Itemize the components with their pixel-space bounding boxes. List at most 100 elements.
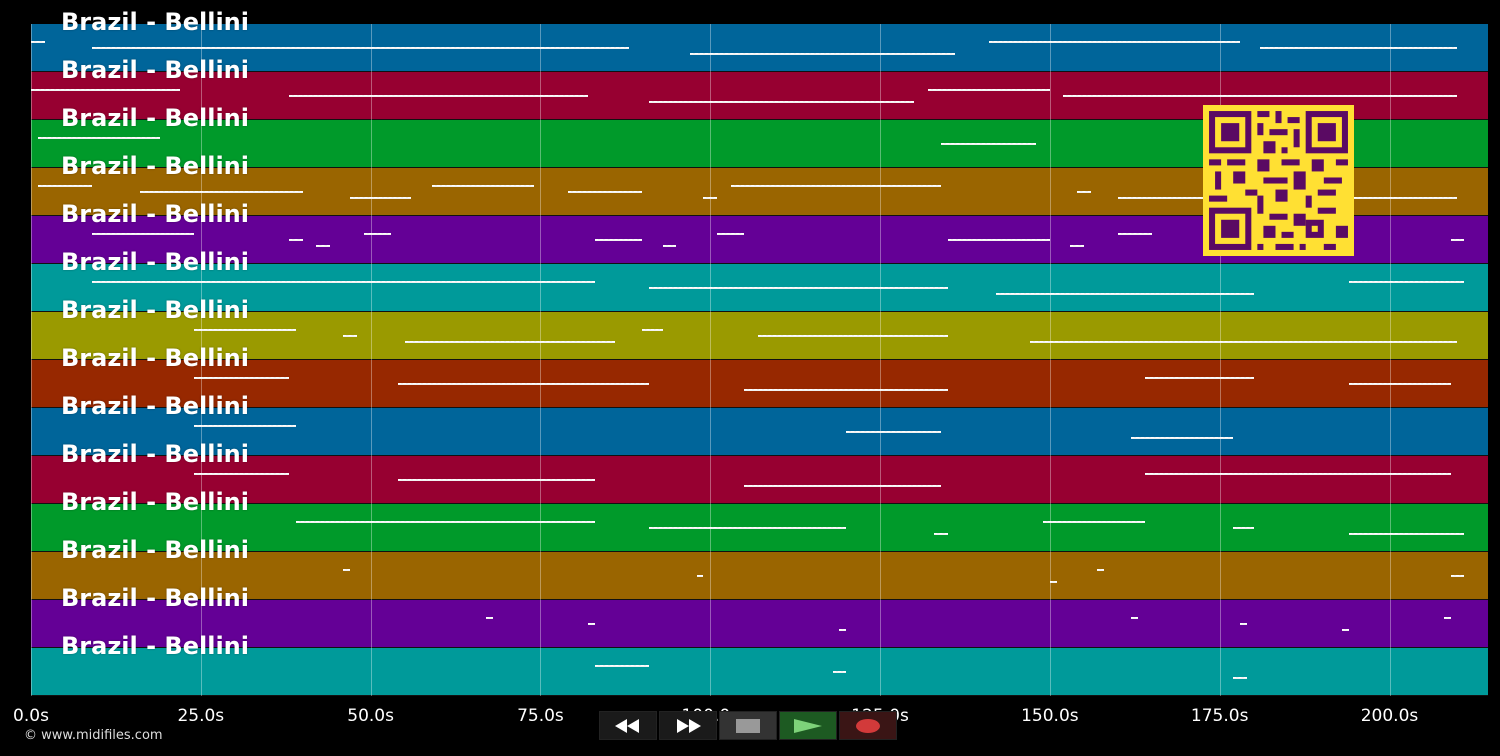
grid-line <box>1219 24 1221 696</box>
tick-label: 25.0s <box>177 706 225 726</box>
track-label: Brazil - Bellini <box>61 56 249 84</box>
track-label: Brazil - Bellini <box>61 392 249 420</box>
note-segment <box>934 532 948 535</box>
note-segment <box>92 46 629 49</box>
grid-line <box>370 24 372 696</box>
play-button[interactable] <box>779 711 837 740</box>
note-segment <box>846 430 942 433</box>
rewind-button[interactable] <box>599 711 657 740</box>
note-segment <box>744 484 942 487</box>
note-segment <box>662 244 677 247</box>
note-segment <box>1443 616 1451 619</box>
track-label: Brazil - Bellini <box>61 200 249 228</box>
note-segment <box>139 190 303 193</box>
record-button[interactable] <box>839 711 897 740</box>
track-row <box>31 552 1488 600</box>
note-segment <box>194 328 296 331</box>
note-segment <box>689 52 955 55</box>
note-segment <box>649 100 915 103</box>
note-segment <box>316 244 330 247</box>
track-row <box>31 312 1488 360</box>
note-segment <box>1240 622 1247 625</box>
track-label: Brazil - Bellini <box>61 104 249 132</box>
note-segment <box>988 40 1241 43</box>
qr-code-icon <box>1203 105 1354 256</box>
note-segment <box>343 568 351 571</box>
track-label: Brazil - Bellini <box>61 488 249 516</box>
note-segment <box>594 238 643 241</box>
note-segment <box>37 184 93 187</box>
track-row <box>31 264 1488 312</box>
note-segment <box>1348 532 1465 535</box>
note-segment <box>350 196 412 199</box>
note-segment <box>397 382 650 385</box>
note-segment <box>363 232 391 235</box>
note-segment <box>1144 472 1451 475</box>
note-segment <box>1233 676 1247 679</box>
grid-line <box>31 24 32 696</box>
note-segment <box>92 232 194 235</box>
note-segment <box>289 238 303 241</box>
note-segment <box>1348 382 1451 385</box>
note-segment <box>1233 526 1254 529</box>
note-segment <box>486 616 493 619</box>
note-segment <box>832 670 847 673</box>
track-label: Brazil - Bellini <box>61 152 249 180</box>
note-segment <box>295 520 595 523</box>
note-segment <box>594 664 650 667</box>
note-segment <box>1077 190 1091 193</box>
track-label: Brazil - Bellini <box>61 344 249 372</box>
grid-line <box>710 24 712 696</box>
note-segment <box>1450 574 1465 577</box>
note-segment <box>194 376 290 379</box>
track-label: Brazil - Bellini <box>61 248 249 276</box>
track-row <box>31 456 1488 504</box>
note-segment <box>1131 616 1139 619</box>
note-segment <box>31 88 181 91</box>
track-row <box>31 504 1488 552</box>
note-segment <box>1063 94 1458 97</box>
note-segment <box>289 94 588 97</box>
stop-icon <box>736 718 760 733</box>
stop-button[interactable] <box>719 711 777 740</box>
qr-code-graphic <box>1203 105 1354 256</box>
tick-label: 0.0s <box>13 706 49 726</box>
note-segment <box>1029 340 1458 343</box>
note-segment <box>343 334 358 337</box>
note-segment <box>717 232 745 235</box>
note-segment <box>696 574 704 577</box>
note-segment <box>1097 568 1105 571</box>
tick-label: 150.0s <box>1021 706 1079 726</box>
track-label: Brazil - Bellini <box>61 440 249 468</box>
note-segment <box>649 526 847 529</box>
note-segment <box>703 196 718 199</box>
note-segment <box>1131 436 1234 439</box>
track-label: Brazil - Bellini <box>61 632 249 660</box>
copyright-text: © www.midifiles.com <box>24 728 163 743</box>
note-segment <box>642 328 663 331</box>
track-label: Brazil - Bellini <box>61 8 249 36</box>
note-segment <box>1450 238 1465 241</box>
note-segment <box>1043 520 1145 523</box>
note-segment <box>1117 232 1152 235</box>
track-row <box>31 24 1488 72</box>
note-segment <box>31 40 45 43</box>
note-segment <box>927 88 1050 91</box>
note-segment <box>92 280 595 283</box>
fast-forward-button[interactable] <box>659 711 717 740</box>
note-segment <box>1070 244 1084 247</box>
note-segment <box>397 478 595 481</box>
fast-forward-icon <box>677 718 701 733</box>
tick-label: 50.0s <box>347 706 394 726</box>
note-segment <box>194 472 290 475</box>
rewind-icon <box>615 718 639 733</box>
tick-label: 200.0s <box>1360 706 1419 726</box>
track-row <box>31 360 1488 408</box>
track-row <box>31 408 1488 456</box>
note-segment <box>194 424 296 427</box>
grid-line <box>1049 24 1051 696</box>
grid-line <box>880 24 882 696</box>
track-label: Brazil - Bellini <box>61 584 249 612</box>
transport-controls <box>599 711 901 740</box>
note-segment <box>1348 280 1465 283</box>
